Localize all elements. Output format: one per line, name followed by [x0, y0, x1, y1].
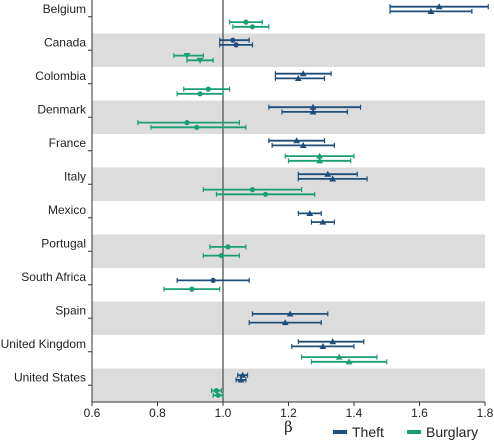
estimate-marker-circle — [262, 191, 269, 197]
country-label: United Kingdom — [1, 337, 86, 351]
legend: Theft Burglary — [333, 424, 478, 440]
estimate-marker-circle — [243, 19, 249, 25]
estimate-marker-triangle — [237, 376, 245, 383]
estimate-marker-triangle — [281, 319, 289, 326]
country-label: Denmark — [37, 102, 87, 116]
estimate-marker-circle — [205, 86, 211, 92]
country-label: Portugal — [41, 236, 86, 250]
legend-item: Burglary — [407, 424, 478, 440]
estimate-marker-circle — [249, 187, 256, 193]
country-label: Colombia — [35, 69, 86, 83]
plot-area — [137, 0, 489, 402]
estimate-marker-circle — [218, 253, 224, 259]
country-label: Canada — [44, 35, 86, 49]
row-bands — [92, 33, 485, 402]
estimate-marker-triangle — [299, 70, 307, 77]
country-label: France — [49, 136, 87, 150]
estimate-marker-triangle — [316, 152, 324, 159]
estimate-marker-circle — [225, 244, 231, 250]
estimate-marker-triangle — [329, 338, 337, 345]
estimate-marker-circle — [184, 120, 190, 126]
country-label: Belgium — [43, 2, 86, 16]
legend-label: Theft — [352, 424, 384, 440]
estimate-marker-circle — [194, 124, 200, 130]
estimate-marker-circle — [249, 24, 256, 30]
legend-item: Theft — [333, 424, 384, 440]
country-label: United States — [14, 370, 86, 384]
x-tick-label: 1.4 — [346, 406, 363, 420]
y-axis: Belgium Canada Colombia Denmark France Italy M… — [1, 0, 93, 402]
x-tick-label: 1.6 — [411, 406, 428, 420]
row-band — [92, 234, 485, 268]
estimate-marker-circle — [230, 37, 236, 43]
x-axis: 0.6 0.8 1.0 1.2 1.4 1.6 1.8 — [84, 401, 494, 420]
estimate-marker-triangle — [299, 141, 307, 148]
legend-label: Burglary — [426, 424, 478, 440]
estimate-marker-triangle — [316, 157, 324, 164]
estimate-marker-triangle — [294, 74, 302, 81]
estimate-marker-triangle — [319, 342, 327, 349]
row-band — [92, 368, 485, 402]
estimate-marker-triangle-down — [196, 57, 204, 64]
estimate-marker-triangle — [324, 170, 332, 177]
estimate-marker-circle — [210, 277, 216, 283]
row-band — [92, 100, 485, 134]
country-label: Mexico — [48, 203, 86, 217]
estimate-marker-triangle — [427, 7, 435, 14]
row-band — [92, 301, 485, 335]
estimate-marker-circle — [233, 42, 239, 48]
estimate-marker-triangle — [286, 310, 294, 317]
estimate-marker-triangle — [239, 371, 247, 378]
estimate-marker-triangle — [309, 103, 317, 110]
x-tick-label: 0.6 — [84, 406, 101, 420]
row-band — [92, 33, 485, 67]
x-tick-label: 1.8 — [477, 406, 494, 420]
estimate-marker-circle — [189, 286, 195, 292]
x-axis-title: β — [284, 418, 293, 436]
estimate-marker-circle — [213, 388, 220, 394]
x-tick-label: 1.2 — [280, 406, 297, 420]
x-tick-label: 1.0 — [215, 406, 232, 420]
estimate-marker-triangle — [319, 218, 327, 225]
country-label: Spain — [55, 303, 86, 317]
country-label: Italy — [64, 169, 86, 183]
estimate-marker-triangle — [309, 108, 317, 115]
estimate-marker-triangle — [306, 209, 314, 216]
estimate-marker-circle — [197, 91, 203, 97]
estimate-marker-triangle-down — [183, 53, 191, 60]
row-band — [92, 167, 485, 201]
estimate-marker-triangle — [329, 175, 337, 182]
estimate-marker-circle — [215, 392, 221, 398]
estimate-marker-triangle — [335, 353, 343, 360]
country-label: South Africa — [21, 270, 86, 284]
estimate-marker-triangle — [345, 358, 353, 365]
estimate-marker-triangle — [293, 137, 301, 144]
estimate-marker-triangle — [435, 3, 443, 10]
x-tick-label: 0.8 — [149, 406, 166, 420]
